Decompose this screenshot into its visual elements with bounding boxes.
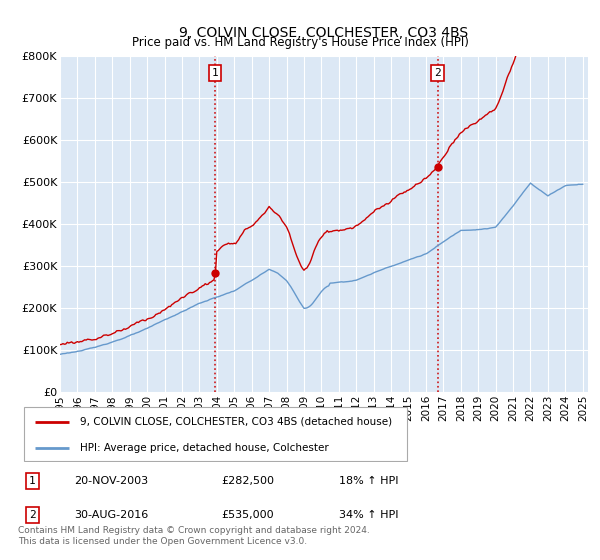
Text: HPI: Average price, detached house, Colchester: HPI: Average price, detached house, Colc…: [80, 443, 329, 453]
Title: 9, COLVIN CLOSE, COLCHESTER, CO3 4BS: 9, COLVIN CLOSE, COLCHESTER, CO3 4BS: [179, 26, 469, 40]
Text: 18% ↑ HPI: 18% ↑ HPI: [340, 477, 399, 486]
FancyBboxPatch shape: [23, 407, 407, 461]
Text: 2: 2: [434, 68, 441, 78]
Text: 30-AUG-2016: 30-AUG-2016: [74, 510, 149, 520]
Text: £535,000: £535,000: [221, 510, 274, 520]
Text: 34% ↑ HPI: 34% ↑ HPI: [340, 510, 399, 520]
Text: 9, COLVIN CLOSE, COLCHESTER, CO3 4BS (detached house): 9, COLVIN CLOSE, COLCHESTER, CO3 4BS (de…: [80, 417, 392, 427]
Text: 1: 1: [29, 477, 35, 486]
Text: Price paid vs. HM Land Registry's House Price Index (HPI): Price paid vs. HM Land Registry's House …: [131, 36, 469, 49]
Text: Contains HM Land Registry data © Crown copyright and database right 2024.
This d: Contains HM Land Registry data © Crown c…: [18, 526, 370, 546]
Text: 1: 1: [212, 68, 218, 78]
Text: 2: 2: [29, 510, 35, 520]
Text: 20-NOV-2003: 20-NOV-2003: [74, 477, 149, 486]
Text: £282,500: £282,500: [221, 477, 274, 486]
